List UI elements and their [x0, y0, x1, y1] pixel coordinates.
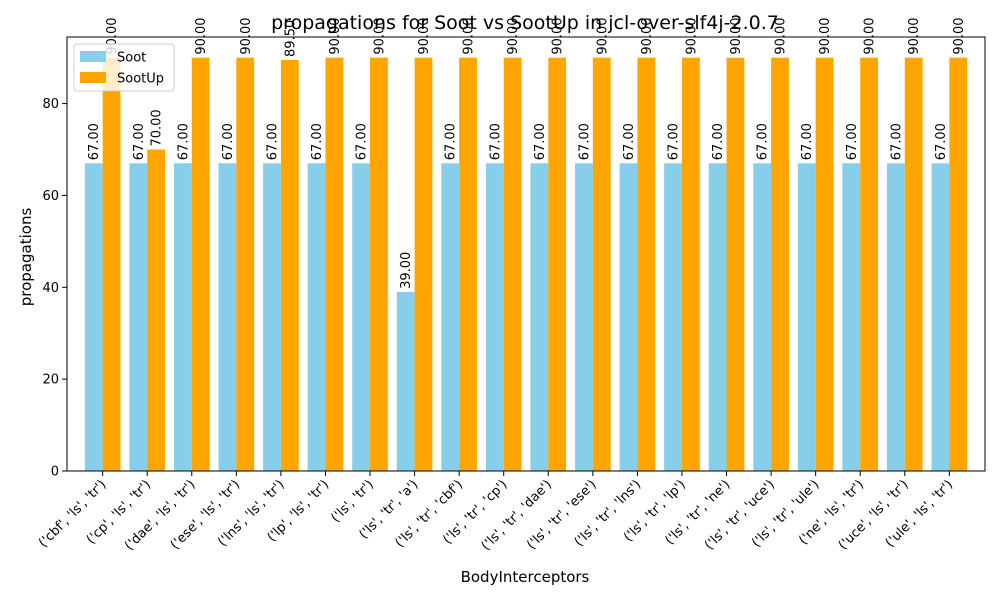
bar-soot-5 — [307, 163, 326, 471]
data-label-sootup-19: 90.00 — [952, 17, 967, 54]
legend-label-soot: Soot — [117, 51, 146, 66]
plot-frame — [66, 36, 986, 472]
bar-sootup-10 — [548, 57, 567, 472]
bar-soot-6 — [352, 163, 371, 471]
bar-sootup-13 — [681, 57, 700, 472]
bar-soot-14 — [708, 163, 727, 471]
bar-sootup-0 — [102, 57, 121, 472]
bar-sootup-15 — [771, 57, 789, 472]
bar-sootup-18 — [904, 57, 923, 472]
data-labels-layer: 67.00 67.00 67.00 67.00 67.00 67.00 67.00 39.00… — [87, 17, 967, 288]
data-label-sootup-4: 89.50 — [283, 20, 298, 57]
data-label-soot-0: 67.00 — [87, 123, 102, 160]
data-label-sootup-6: 90.00 — [372, 17, 387, 54]
bar-sootup-4 — [280, 59, 299, 472]
legend: Soot SootUp — [73, 43, 175, 92]
y-tick-label-4: 80 — [42, 97, 59, 112]
bar-soot-7 — [396, 291, 415, 471]
chart-title: propagations for Soot vs SootUp in jcl-o… — [271, 12, 779, 34]
data-label-sootup-11: 90.00 — [595, 17, 610, 54]
data-label-sootup-1: 70.00 — [150, 109, 165, 146]
bar-soot-13 — [664, 163, 682, 471]
data-label-soot-4: 67.00 — [265, 123, 280, 160]
bar-sootup-6 — [370, 57, 388, 472]
data-label-soot-16: 67.00 — [800, 123, 815, 160]
bar-soot-3 — [218, 163, 237, 471]
data-label-soot-8: 67.00 — [444, 123, 459, 160]
bar-soot-1 — [129, 163, 148, 471]
bar-soot-12 — [619, 163, 638, 471]
data-label-soot-12: 67.00 — [622, 123, 637, 160]
y-tick-label-2: 40 — [42, 281, 59, 296]
y-axis: 0 20 40 60 80 — [42, 97, 67, 480]
bar-sootup-2 — [191, 57, 210, 472]
data-label-soot-5: 67.00 — [310, 123, 325, 160]
bar-sootup-8 — [459, 57, 477, 472]
bar-sootup-1 — [147, 149, 166, 471]
bar-sootup-9 — [503, 57, 522, 472]
data-label-soot-6: 67.00 — [355, 123, 370, 160]
y-tick-label-0: 0 — [51, 465, 59, 480]
data-label-sootup-12: 90.00 — [640, 17, 655, 54]
data-label-sootup-3: 90.00 — [239, 17, 254, 54]
y-tick-label-3: 60 — [42, 189, 59, 204]
data-label-soot-17: 67.00 — [845, 123, 860, 160]
bar-soot-0 — [84, 163, 103, 471]
bar-sootup-19 — [949, 57, 968, 472]
bar-soot-17 — [842, 163, 861, 471]
data-label-sootup-18: 90.00 — [907, 17, 922, 54]
data-label-soot-15: 67.00 — [756, 123, 771, 160]
data-label-soot-13: 67.00 — [667, 123, 682, 160]
bar-soot-2 — [173, 163, 192, 471]
legend-label-sootup: SootUp — [117, 72, 164, 87]
bar-sootup-12 — [637, 57, 656, 472]
data-label-soot-2: 67.00 — [176, 123, 191, 160]
bar-soot-16 — [797, 163, 816, 471]
bar-soot-19 — [931, 163, 950, 471]
data-label-soot-18: 67.00 — [889, 123, 904, 160]
data-label-sootup-15: 90.00 — [774, 17, 789, 54]
data-label-soot-3: 67.00 — [221, 123, 236, 160]
bar-sootup-16 — [815, 57, 834, 472]
data-label-soot-14: 67.00 — [711, 123, 726, 160]
bar-sootup-17 — [860, 57, 879, 472]
data-label-sootup-8: 90.00 — [462, 17, 477, 54]
data-label-sootup-2: 90.00 — [194, 17, 209, 54]
data-label-sootup-14: 90.00 — [729, 17, 744, 54]
x-axis-title: BodyInterceptors — [461, 568, 590, 586]
bar-soot-10 — [530, 163, 549, 471]
bar-sootup-5 — [325, 57, 344, 472]
data-label-soot-7: 39.00 — [399, 252, 414, 289]
y-axis-title: propagations — [17, 208, 35, 307]
bar-soot-11 — [575, 163, 593, 471]
x-axis: ('cbf', 'ls', 'tr')('cp', 'ls', 'tr')('d… — [36, 471, 956, 554]
bar-soot-8 — [441, 163, 460, 471]
data-label-sootup-5: 90.00 — [328, 17, 343, 54]
bar-soot-18 — [886, 163, 905, 471]
data-label-sootup-16: 90.00 — [818, 17, 833, 54]
bar-sootup-14 — [726, 57, 745, 472]
bar-sootup-11 — [592, 57, 611, 472]
y-tick-label-1: 20 — [42, 373, 59, 388]
data-label-soot-10: 67.00 — [533, 123, 548, 160]
bars-layer — [84, 57, 968, 472]
data-label-sootup-9: 90.00 — [506, 17, 521, 54]
data-label-soot-1: 67.00 — [132, 123, 147, 160]
bar-sootup-3 — [236, 57, 255, 472]
legend-swatch-soot — [80, 51, 106, 62]
bar-soot-9 — [485, 163, 504, 471]
data-label-soot-11: 67.00 — [577, 123, 592, 160]
data-label-soot-19: 67.00 — [934, 123, 949, 160]
data-label-sootup-7: 90.00 — [417, 17, 432, 54]
legend-swatch-sootup — [80, 72, 106, 83]
data-label-sootup-17: 90.00 — [863, 17, 878, 54]
bar-soot-15 — [753, 163, 772, 471]
data-label-sootup-13: 90.00 — [684, 17, 699, 54]
data-label-soot-9: 67.00 — [488, 123, 503, 160]
bar-sootup-7 — [414, 57, 433, 472]
data-label-sootup-10: 90.00 — [551, 17, 566, 54]
bar-soot-4 — [263, 163, 281, 471]
